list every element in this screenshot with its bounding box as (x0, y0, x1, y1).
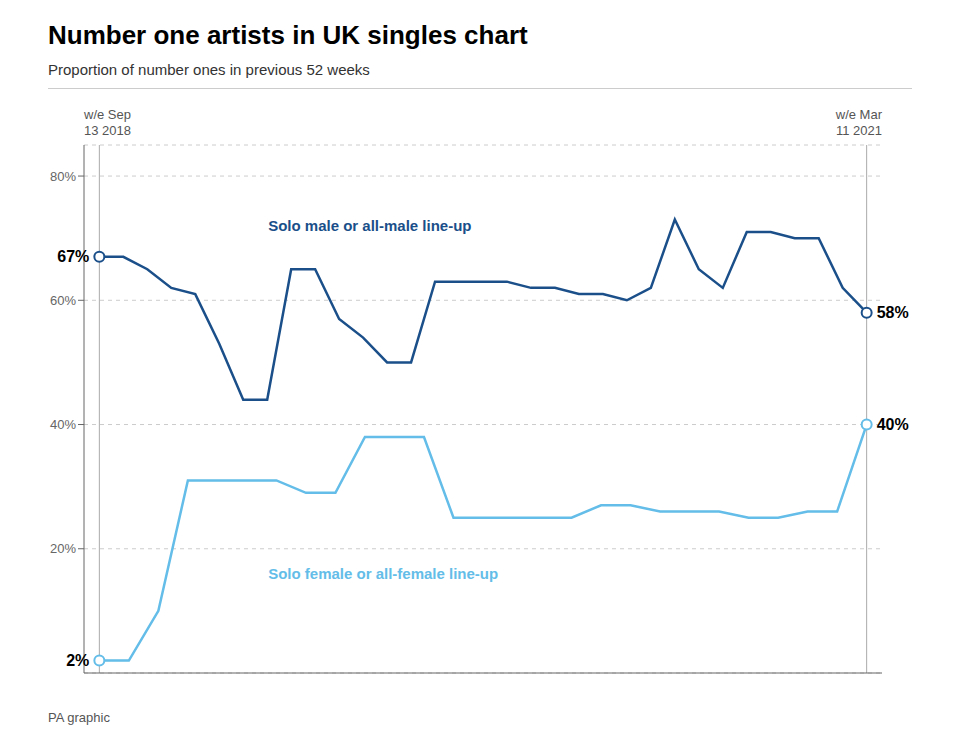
svg-text:80%: 80% (50, 169, 76, 184)
svg-text:Solo male or all-male line-up: Solo male or all-male line-up (268, 217, 471, 234)
svg-text:w/e Mar11 2021: w/e Mar11 2021 (835, 107, 883, 138)
html-text:PA graphic: PA graphic (48, 710, 110, 725)
svg-text:20%: 20% (50, 541, 76, 556)
svg-text:Solo female or all-female line: Solo female or all-female line-up (268, 565, 498, 582)
svg-text:w/e Sep13 2018: w/e Sep13 2018 (83, 107, 131, 138)
svg-text:40%: 40% (877, 416, 909, 433)
html-text:Number one artists in UK singl: Number one artists in UK singles chart (48, 20, 528, 50)
svg-text:2%: 2% (66, 652, 89, 669)
svg-text:58%: 58% (877, 304, 909, 321)
svg-text:60%: 60% (50, 293, 76, 308)
svg-text:40%: 40% (50, 417, 76, 432)
html-text:Proportion of number ones in p: Proportion of number ones in previous 52… (48, 61, 370, 78)
svg-text:67%: 67% (57, 248, 89, 265)
